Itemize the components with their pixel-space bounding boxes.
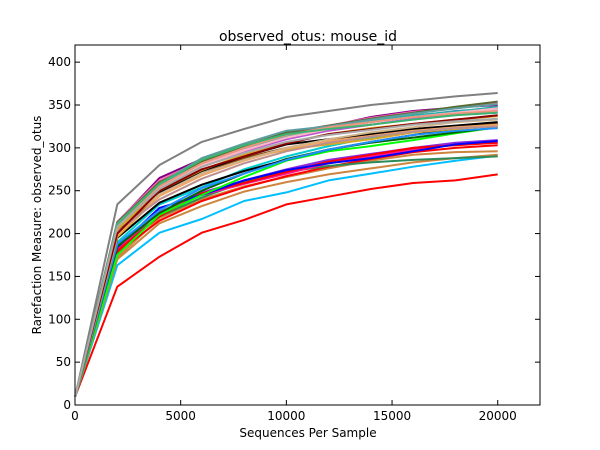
y-tick-label: 350 [48, 98, 71, 112]
x-tick-label: 0 [71, 409, 79, 423]
y-tick-label: 100 [48, 312, 71, 326]
series-line-36 [74, 111, 498, 397]
series-line-6 [74, 150, 498, 397]
y-tick-label: 150 [48, 269, 71, 283]
y-tick-label: 50 [56, 355, 71, 369]
x-axis-label: Sequences Per Sample [239, 426, 376, 440]
y-tick-label: 400 [48, 55, 71, 69]
y-tick-label: 200 [48, 227, 71, 241]
series-line-16 [74, 122, 498, 397]
series-line-13 [74, 126, 498, 397]
series-line-25 [74, 110, 498, 397]
series-line-18 [74, 124, 498, 397]
series-lines [74, 92, 498, 397]
series-line-30 [74, 114, 498, 397]
y-tick-label: 250 [48, 184, 71, 198]
series-line-1 [74, 92, 498, 397]
y-tick-label: 300 [48, 141, 71, 155]
series-line-21 [74, 123, 498, 397]
x-tick-label: 10000 [267, 409, 305, 423]
series-line-19 [74, 122, 498, 397]
axis-ticks: 0 5000 10000 15000 20000 0 50 100 150 200 250 300 35… [48, 45, 540, 423]
series-line-14 [74, 126, 498, 397]
series-line-4 [74, 154, 498, 397]
series-line-37 [74, 117, 498, 397]
plot-frame [74, 44, 541, 406]
series-line-15 [74, 123, 498, 397]
x-tick-label: 20000 [479, 409, 517, 423]
series-line-26 [74, 108, 498, 397]
series-line-33 [74, 100, 498, 397]
series-line-3 [74, 173, 498, 397]
x-tick-label: 5000 [165, 409, 196, 423]
y-tick-label: 0 [63, 398, 71, 412]
series-line-5 [74, 153, 498, 397]
series-line-17 [74, 127, 498, 397]
series-line-12 [74, 140, 498, 397]
series-line-9 [74, 139, 498, 397]
series-line-22 [74, 125, 498, 397]
y-axis-label: Rarefaction Measure: observed_otus [30, 116, 44, 335]
chart-title: observed_otus: mouse_id [219, 29, 397, 45]
x-tick-label: 15000 [373, 409, 411, 423]
series-line-7 [74, 144, 498, 397]
